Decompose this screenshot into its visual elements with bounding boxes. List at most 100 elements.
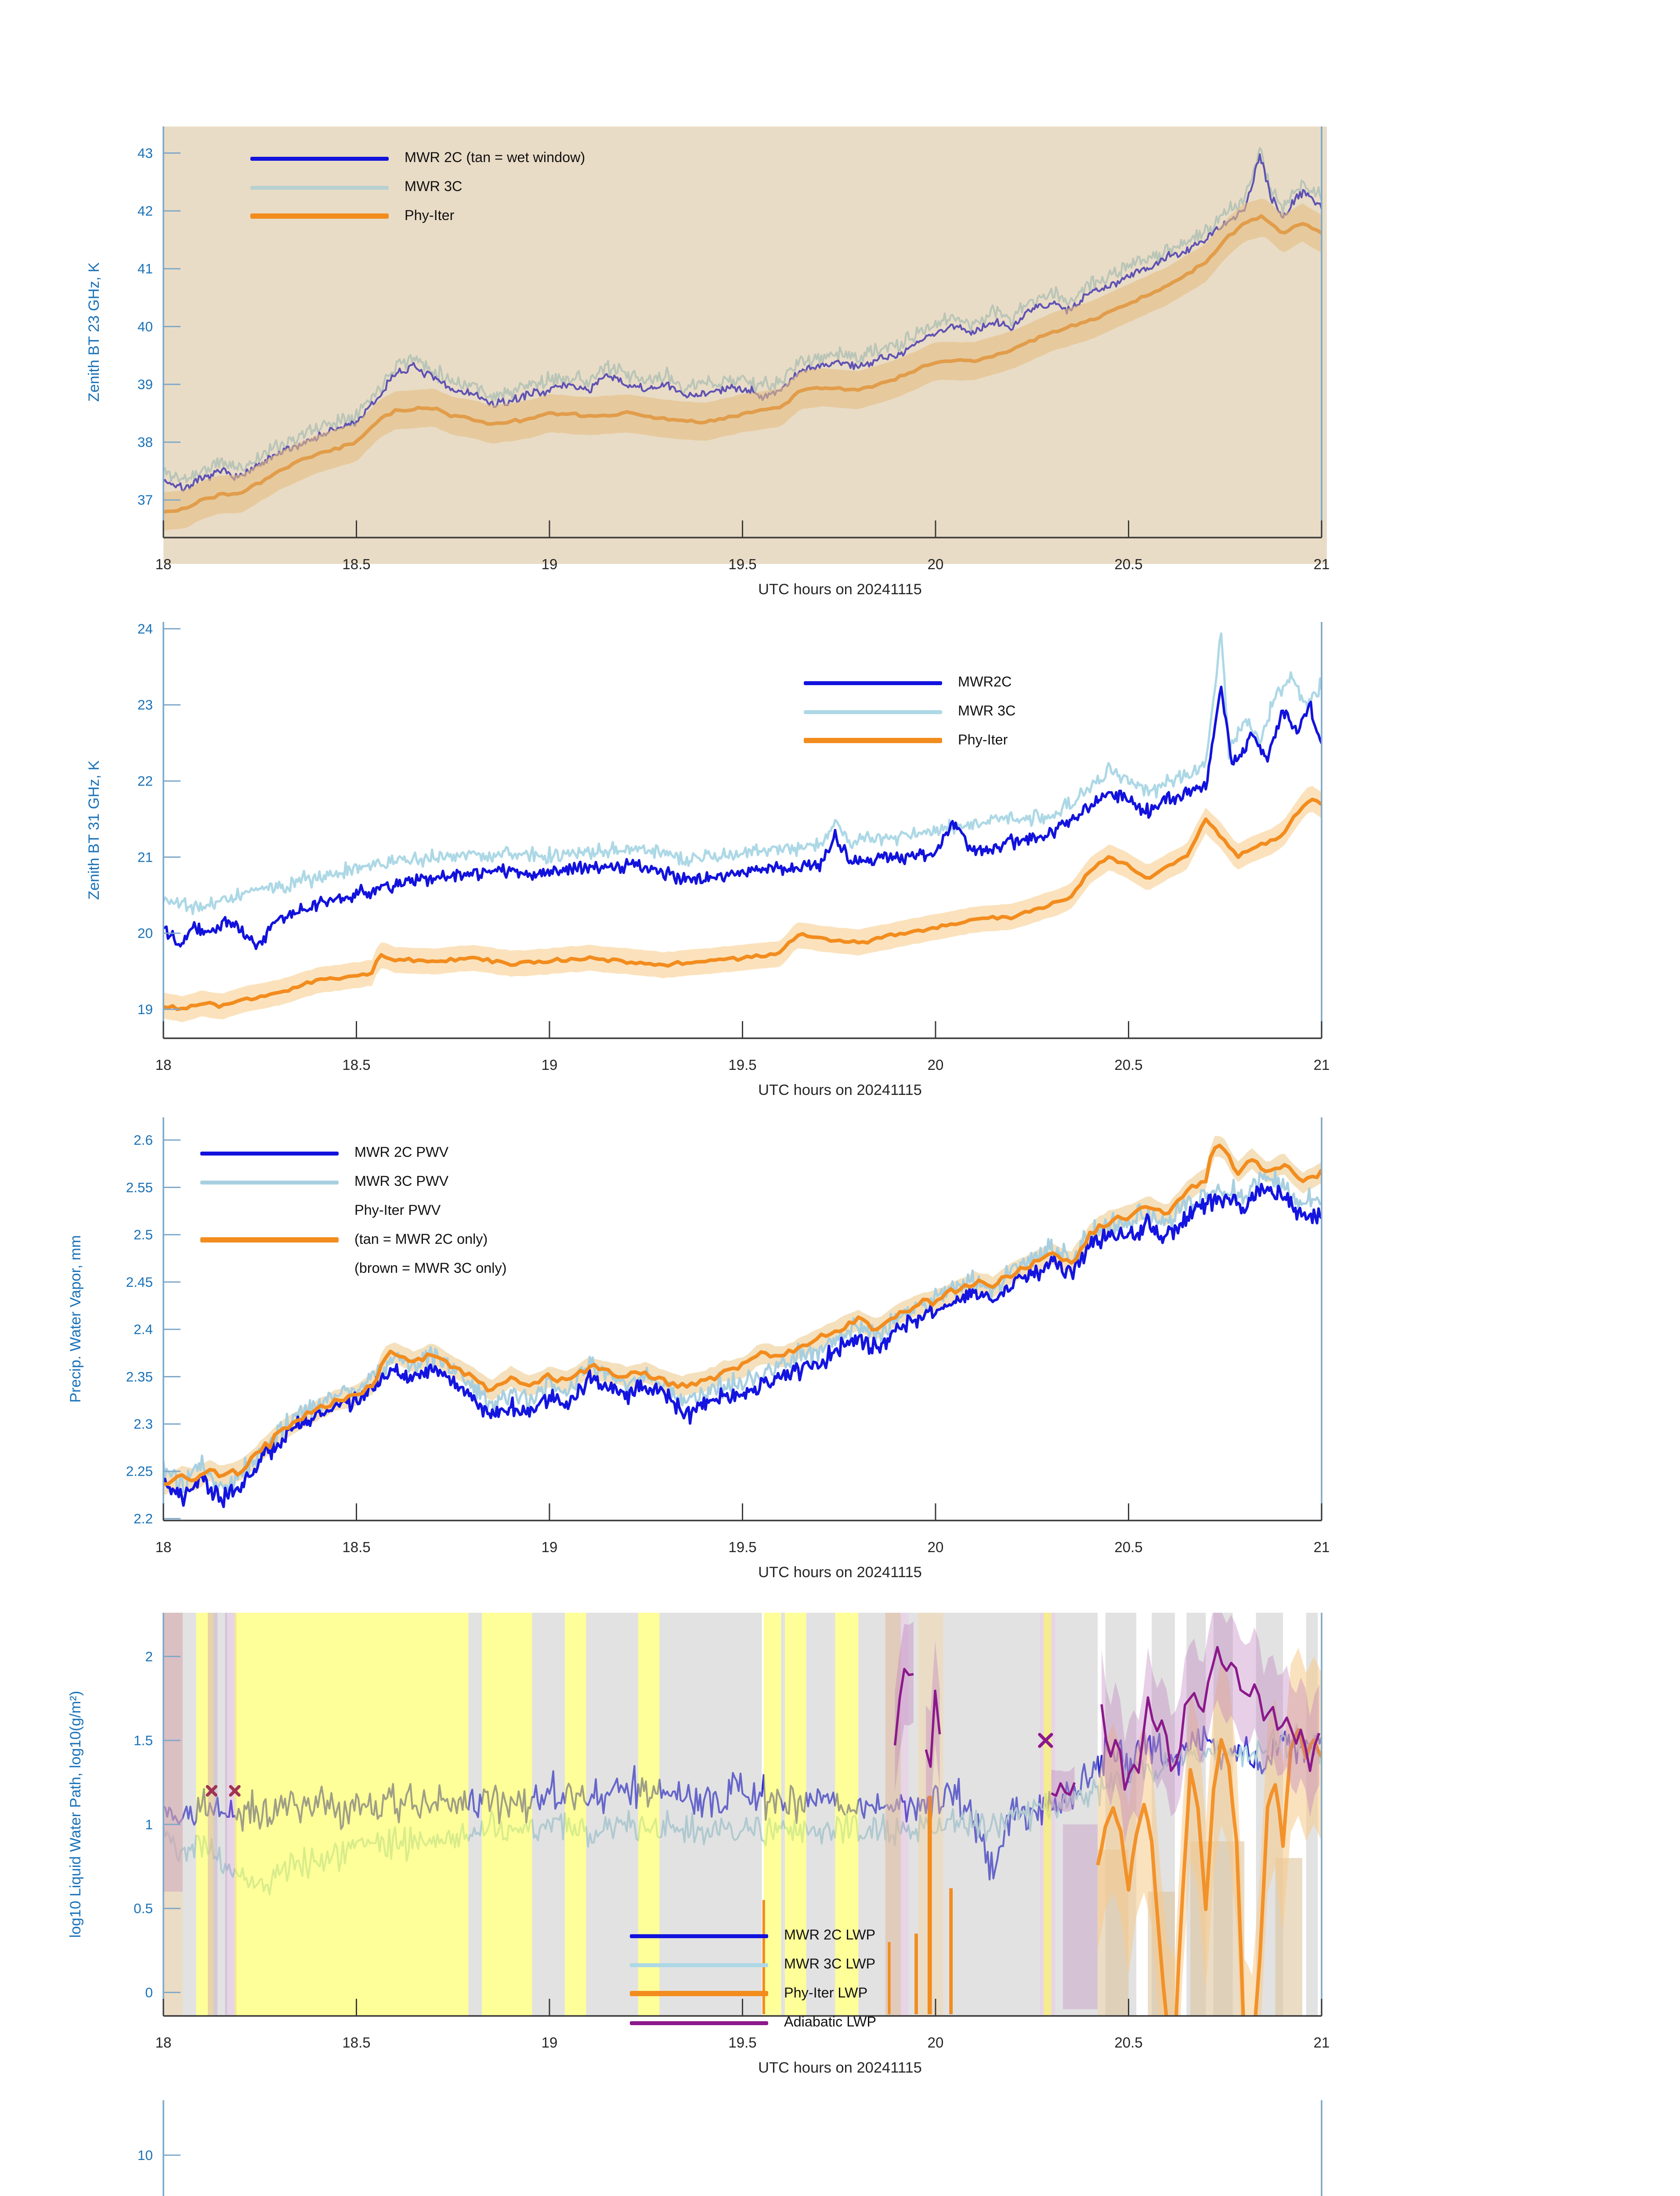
svg-text:21: 21 xyxy=(137,849,153,865)
svg-text:38: 38 xyxy=(137,434,153,450)
legend-line-swatch xyxy=(250,156,389,160)
svg-text:21: 21 xyxy=(1314,556,1330,572)
plot-liquid-water-path: 0 0.5 1 1.5 2 18 18.5 19 19.5 20 20.5 21 log10 Liqu… xyxy=(0,1575,1680,2077)
svg-text:19.5: 19.5 xyxy=(728,2034,756,2051)
svg-text:18: 18 xyxy=(155,556,172,572)
svg-text:2.5: 2.5 xyxy=(134,1227,153,1242)
y-axis-label: Zenith BT 31 GHz, K xyxy=(87,760,103,900)
plot-canvas-bt31: 19 20 21 22 23 24 18 18.5 19 19.5 20 20.5 21 xyxy=(137,621,1330,1073)
svg-text:2.4: 2.4 xyxy=(134,1322,153,1337)
svg-text:0.5: 0.5 xyxy=(134,1900,153,1916)
svg-text:18: 18 xyxy=(155,1539,172,1555)
legend-item: (tan = MWR 2C only) xyxy=(200,1229,507,1250)
y-axis-label: log10 Liquid Water Path, log10(g/m²) xyxy=(69,1690,84,1938)
x-axis-label: UTC hours on 20241115 xyxy=(758,2061,922,2077)
legend-label: MWR 3C LWP xyxy=(784,1957,876,1972)
svg-text:19: 19 xyxy=(542,1539,558,1555)
svg-text:20: 20 xyxy=(137,925,153,941)
svg-text:20.5: 20.5 xyxy=(1114,556,1142,572)
legend-line-swatch xyxy=(804,680,942,685)
svg-text:19: 19 xyxy=(137,1001,153,1017)
svg-text:2.45: 2.45 xyxy=(126,1274,153,1290)
svg-text:21: 21 xyxy=(1314,1057,1330,1073)
x-axis-label: UTC hours on 20241115 xyxy=(758,582,922,598)
legend-item: MWR 2C (tan = wet window) xyxy=(250,148,585,169)
svg-text:18.5: 18.5 xyxy=(342,2034,370,2051)
svg-text:23: 23 xyxy=(137,697,153,713)
svg-text:20: 20 xyxy=(928,2034,944,2051)
plot-zenith-bt-23ghz: 37 38 39 40 41 42 43 18 18.5 19 19.5 20 20.5 21 Zenit… xyxy=(0,0,1680,609)
legend-item: (brown = MWR 3C only) xyxy=(200,1258,507,1279)
legend-label: MWR 3C xyxy=(958,704,1016,719)
svg-text:2.6: 2.6 xyxy=(134,1132,153,1148)
legend-line-swatch xyxy=(250,213,389,219)
legend-line-swatch xyxy=(630,2020,768,2025)
legend-label: (brown = MWR 3C only) xyxy=(354,1261,507,1277)
legend-item: Adiabatic LWP xyxy=(630,2012,876,2033)
svg-text:18.5: 18.5 xyxy=(342,556,370,572)
svg-text:0: 0 xyxy=(145,1984,153,2000)
legend-label: Phy-Iter PWV xyxy=(354,1203,441,1219)
plot-canvas-pwv: 2.2 2.25 2.3 2.35 2.4 2.45 2.5 2.55 2.6 18 18.5 19 1… xyxy=(126,1117,1330,1555)
svg-text:21: 21 xyxy=(1314,1539,1330,1555)
legend-line-swatch xyxy=(250,185,389,189)
legend-line-swatch xyxy=(200,1180,339,1184)
legend-item: Phy-Iter xyxy=(804,730,1015,751)
legend-label: MWR 2C LWP xyxy=(784,1928,876,1943)
svg-text:20: 20 xyxy=(928,1539,944,1555)
svg-text:2.2: 2.2 xyxy=(134,1510,153,1526)
svg-text:2.25: 2.25 xyxy=(126,1463,153,1479)
svg-text:2.3: 2.3 xyxy=(134,1416,153,1432)
legend-line-swatch xyxy=(804,738,942,743)
legend-item: Phy-Iter PWV xyxy=(200,1200,507,1221)
legend-line-swatch xyxy=(804,709,942,714)
legend-label: Adiabatic LWP xyxy=(784,2015,877,2030)
svg-text:19: 19 xyxy=(542,2034,558,2051)
legend-label: MWR 3C xyxy=(405,179,462,195)
legend-label: MWR 3C PWV xyxy=(354,1174,449,1190)
legend-label: MWR 2C (tan = wet window) xyxy=(405,150,585,166)
plot-canvas-bt23: 37 38 39 40 41 42 43 18 18.5 19 19.5 20 20.5 21 xyxy=(137,126,1330,572)
legend-item: MWR2C xyxy=(804,672,1015,693)
svg-text:37: 37 xyxy=(137,492,153,508)
legend-item: Phy-Iter xyxy=(250,206,585,227)
svg-text:18.5: 18.5 xyxy=(342,1539,370,1555)
y-axis-label: Precip. Water Vapor, mm xyxy=(69,1235,84,1403)
legend-line-swatch xyxy=(200,1237,339,1242)
legend-item: MWR 3C LWP xyxy=(630,1954,876,1975)
svg-text:20.5: 20.5 xyxy=(1114,1057,1142,1073)
plot-zenith-bt-31ghz: 19 20 21 22 23 24 18 18.5 19 19.5 20 20.5 21 Zenith … xyxy=(0,609,1680,1099)
svg-text:19.5: 19.5 xyxy=(728,1057,756,1073)
legend-item: Phy-Iter LWP xyxy=(630,1983,876,2004)
legend-label: MWR 2C PWV xyxy=(354,1145,449,1161)
svg-text:43: 43 xyxy=(137,145,153,161)
svg-text:19.5: 19.5 xyxy=(728,556,756,572)
x-axis-label: UTC hours on 20241115 xyxy=(758,1565,922,1581)
svg-text:10: 10 xyxy=(137,2147,153,2163)
legend-line-swatch xyxy=(630,1991,768,1996)
legend-line-swatch xyxy=(200,1151,339,1155)
legend-label: Phy-Iter xyxy=(405,208,455,224)
svg-text:20: 20 xyxy=(928,556,944,572)
svg-text:39: 39 xyxy=(137,376,153,392)
svg-text:19: 19 xyxy=(542,556,558,572)
legend-item: MWR 3C xyxy=(804,701,1015,722)
svg-text:18.5: 18.5 xyxy=(342,1057,370,1073)
svg-text:18: 18 xyxy=(155,1057,172,1073)
svg-text:1: 1 xyxy=(145,1817,153,1832)
legend-bt23: MWR 2C (tan = wet window) MWR 3C Phy-Iter xyxy=(250,148,585,227)
svg-text:22: 22 xyxy=(137,773,153,789)
legend-label: Phy-Iter LWP xyxy=(784,1986,868,2001)
legend-line-swatch xyxy=(630,1962,768,1967)
svg-text:42: 42 xyxy=(137,203,153,219)
legend-line-swatch xyxy=(630,1933,768,1938)
legend-item: MWR 3C PWV xyxy=(200,1171,507,1192)
legend-bt31: MWR2C MWR 3C Phy-Iter xyxy=(804,672,1015,751)
svg-text:20.5: 20.5 xyxy=(1114,1539,1142,1555)
svg-text:2.55: 2.55 xyxy=(126,1179,153,1195)
legend-item: MWR 2C PWV xyxy=(200,1142,507,1163)
legend-item: MWR 3C xyxy=(250,177,585,198)
